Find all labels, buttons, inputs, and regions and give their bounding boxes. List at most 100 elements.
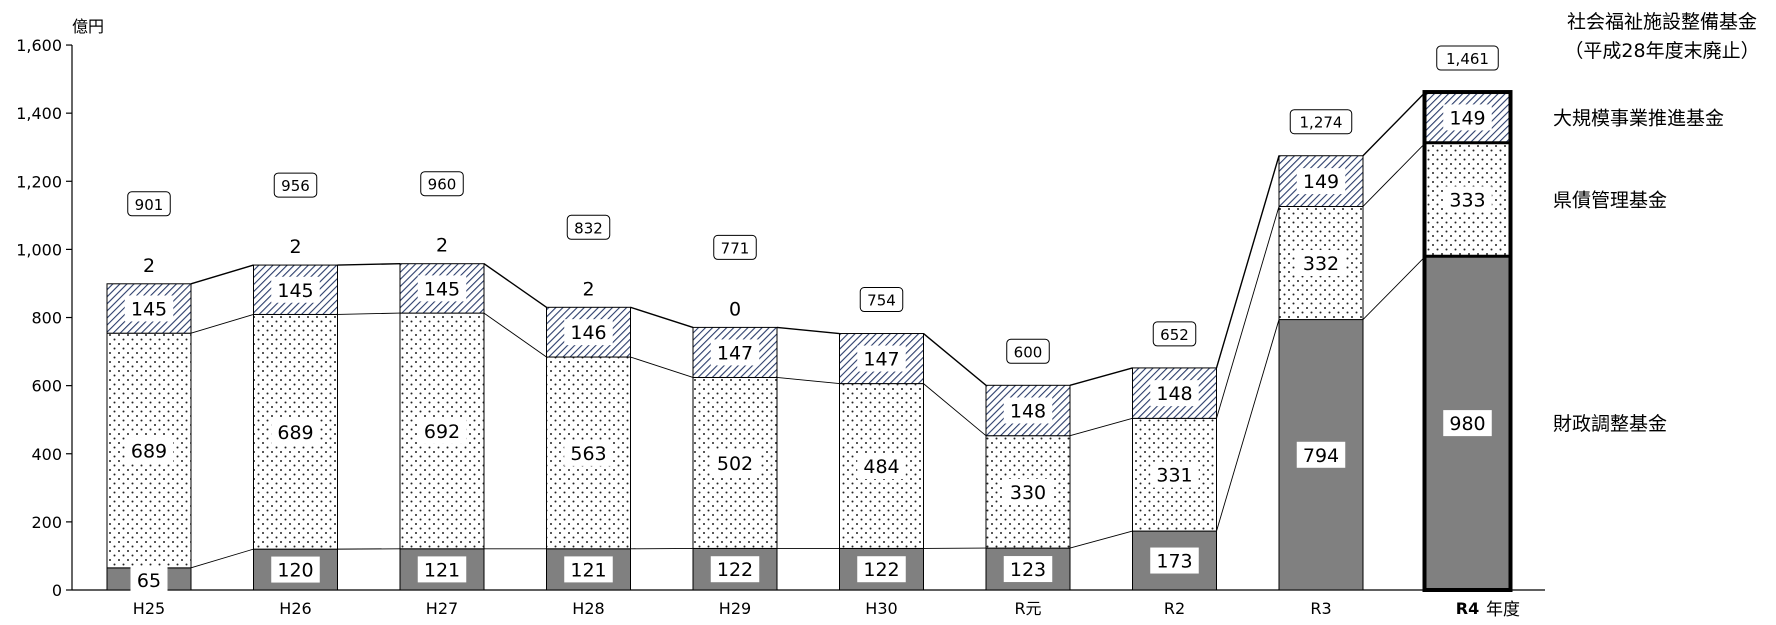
total-label: 960 (428, 176, 457, 194)
total-label: 754 (867, 292, 896, 310)
connector-line (776, 377, 840, 385)
connector-line (483, 312, 547, 358)
value-label: 147 (863, 349, 899, 371)
total-label: 956 (281, 177, 310, 195)
total-label-box (713, 234, 757, 260)
value-label: 563 (570, 443, 606, 465)
value-label-box (564, 319, 613, 346)
total-label-box (1289, 109, 1353, 135)
value-label: 980 (1449, 413, 1485, 435)
value-label-box (1150, 380, 1199, 407)
value-label: 145 (131, 298, 167, 320)
value-label-box (1150, 461, 1199, 488)
connector-line (1216, 206, 1280, 419)
total-label: 600 (1014, 343, 1043, 361)
value-label: 147 (717, 342, 753, 364)
y-tick-label: 600 (31, 377, 62, 396)
connector-line (483, 263, 547, 308)
welfare-fund-label: 2 (582, 278, 594, 300)
connector-line (630, 356, 694, 378)
value-label: 148 (1010, 401, 1046, 423)
total-label: 771 (721, 239, 750, 257)
value-label-box (1003, 478, 1053, 505)
value-label-box (417, 275, 467, 302)
value-label-box (271, 556, 320, 583)
total-label: 832 (574, 219, 603, 237)
value-label-box (271, 276, 320, 303)
value-label: 332 (1303, 253, 1339, 275)
bar-segment-kensai (1278, 205, 1364, 321)
value-labels: 65 689 145 2 901 120 689 145 2 956 121 692 145 2 960 12… (124, 45, 1499, 593)
total-label-box (1006, 338, 1050, 364)
total-label-box (1436, 45, 1499, 71)
value-label: 333 (1449, 190, 1485, 212)
y-unit-label: 億円 (72, 17, 104, 36)
value-label: 145 (277, 280, 313, 302)
y-tick-label: 1,200 (16, 172, 62, 191)
total-label: 652 (1160, 326, 1189, 344)
value-label-box (1443, 410, 1492, 437)
value-label: 121 (570, 559, 606, 581)
total-label-box (420, 171, 464, 197)
value-label-box (857, 345, 906, 372)
y-tick-label: 1,600 (16, 36, 62, 55)
value-label: 692 (424, 421, 460, 443)
category-label: H28 (572, 599, 604, 618)
connector-line (190, 264, 254, 285)
bar-stacks (106, 90, 1513, 593)
category-label: R元 (1014, 599, 1041, 618)
value-label-box (271, 418, 320, 445)
value-label: 120 (277, 560, 313, 582)
y-tick-label: 800 (31, 309, 62, 328)
welfare-fund-label: 2 (289, 236, 301, 258)
connector-line (1362, 142, 1426, 207)
value-label-box (417, 417, 467, 444)
value-label: 173 (1156, 551, 1192, 573)
value-label-box (564, 556, 613, 583)
value-label-box (1003, 397, 1053, 424)
value-label-box (417, 556, 467, 583)
total-label: 1,274 (1300, 114, 1343, 132)
value-label: 794 (1303, 445, 1339, 467)
welfare-fund-label: 0 (729, 298, 741, 320)
category-label: H30 (865, 599, 897, 618)
total-label-box (1152, 321, 1197, 347)
value-label: 149 (1303, 171, 1339, 193)
segment-connector-lines (190, 91, 1426, 569)
total-label-box (859, 287, 904, 313)
value-label: 146 (570, 322, 606, 344)
value-label-box (1296, 250, 1346, 277)
value-label-box (1443, 186, 1492, 213)
value-label: 484 (863, 456, 899, 478)
value-label: 331 (1156, 465, 1192, 487)
value-label-box (130, 567, 168, 593)
y-tick-label: 400 (31, 445, 62, 464)
category-label: H27 (426, 599, 458, 618)
value-label: 121 (424, 559, 460, 581)
connector-line (630, 306, 694, 329)
value-label-box (857, 453, 906, 480)
value-label: 502 (717, 453, 753, 475)
legend-label: 県債管理基金 (1553, 190, 1667, 212)
value-label-box (1443, 104, 1492, 131)
category-label: H25 (133, 599, 165, 618)
connector-line (1362, 255, 1426, 320)
value-label: 123 (1010, 559, 1046, 581)
value-label-box (710, 339, 760, 366)
category-label: R2 (1164, 599, 1185, 618)
value-label: 689 (277, 422, 313, 444)
value-label-box (1003, 556, 1053, 583)
value-label: 122 (717, 559, 753, 581)
value-label: 65 (137, 570, 161, 592)
value-label: 149 (1449, 107, 1485, 129)
connector-line (923, 383, 987, 437)
bar-segment-kensai (253, 313, 338, 550)
value-label: 148 (1156, 383, 1192, 405)
connector-line (923, 332, 987, 386)
connector-line (337, 263, 401, 266)
value-label: 330 (1010, 482, 1046, 504)
welfare-fund-label: 2 (436, 235, 448, 257)
total-label: 901 (135, 196, 164, 214)
connector-line (1362, 91, 1426, 157)
connector-line (337, 312, 401, 315)
